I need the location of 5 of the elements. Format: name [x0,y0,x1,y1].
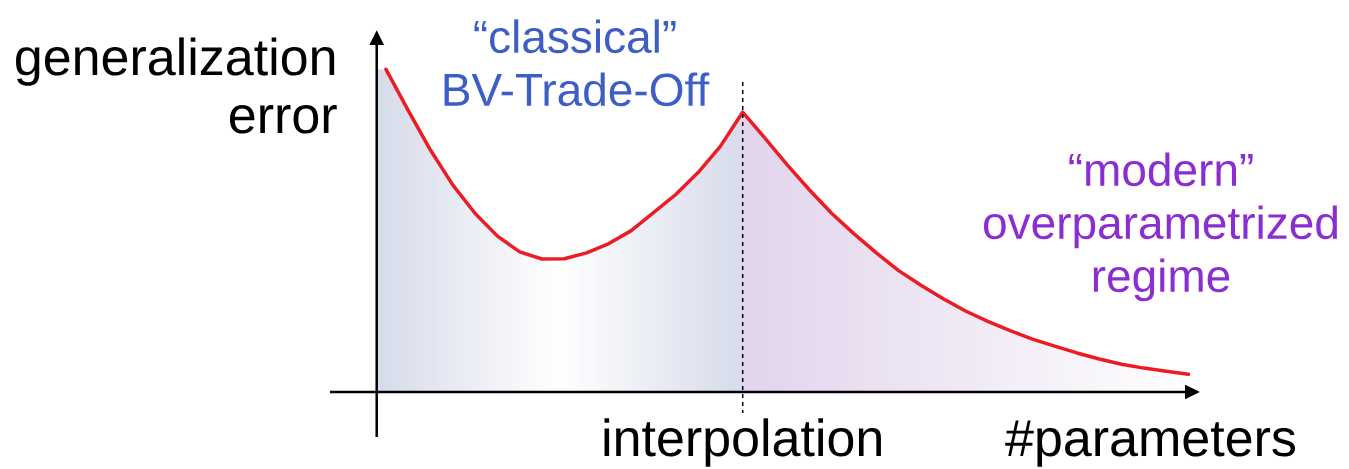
y-axis-title: generalization error [16,37,337,134]
annotation: “modern” overparametrized regime [983,152,1337,302]
x-axis-title: #parameters [1005,420,1296,467]
text: interpolation [604,418,881,467]
annotation: “classical” BV-Trade-Off [444,19,710,107]
